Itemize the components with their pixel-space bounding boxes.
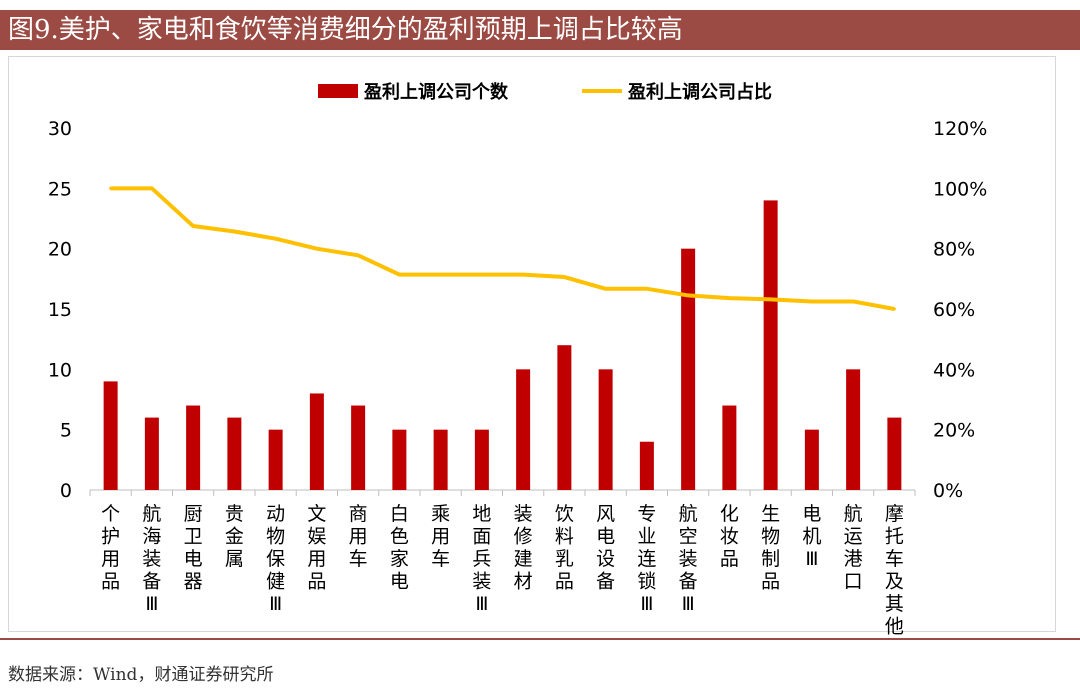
y-left-tick-label: 0 (60, 480, 72, 502)
source-note: 数据来源：Wind，财通证券研究所 (8, 665, 274, 685)
legend-swatch-bar (318, 84, 358, 98)
y-right-tick-label: 60% (933, 299, 975, 321)
y-right-tick-label: 0% (933, 480, 963, 502)
x-tick-label-5: 动物保健 Ⅲ (266, 503, 285, 615)
chart-frame (8, 56, 1056, 632)
bar-18 (804, 429, 819, 490)
line-point-6 (315, 247, 319, 251)
bar-15 (681, 248, 696, 490)
line-point-10 (480, 273, 484, 277)
line-point-13 (604, 287, 608, 291)
bar-4 (227, 417, 242, 490)
bar-17 (763, 200, 778, 490)
y-left-tick-label: 10 (48, 359, 72, 381)
x-tick-label-17: 生物制品 (761, 503, 780, 593)
y-left-tick-label: 20 (48, 239, 72, 261)
x-tick-label-7: 商用车 (349, 503, 368, 570)
y-right-tick-label: 120% (933, 118, 987, 140)
x-tick-label-8: 白色家电 (390, 503, 409, 593)
chart: 盈利上调公司个数 盈利上调公司占比 0 5 10 15 20 25 30 0% 20% 40% 60% 8… (48, 81, 988, 638)
x-tick-label-14: 专业连锁 Ⅲ (637, 503, 656, 615)
x-tick-label-10: 地面兵装 Ⅲ (472, 503, 491, 615)
bar-1 (103, 381, 118, 490)
x-tick-label-13: 风电设备 (596, 503, 615, 593)
y-left-tick-label: 25 (48, 178, 72, 200)
x-tick-label-16: 化妆品 (720, 503, 739, 570)
x-tick-label-2: 航海装备 Ⅲ (142, 503, 161, 615)
bar-10 (474, 429, 489, 490)
bar-2 (144, 417, 159, 490)
x-tick-label-1: 个护用品 (101, 503, 120, 593)
x-tick-label-4: 贵金属 (225, 503, 244, 570)
line-point-4 (232, 229, 236, 233)
x-tick-label-20: 摩托车及其他 (885, 503, 904, 638)
line-point-3 (191, 224, 195, 228)
x-tick-label-9: 乘用车 (431, 503, 450, 570)
bar-14 (639, 441, 654, 490)
line-point-16 (727, 296, 731, 300)
bar-9 (433, 429, 448, 490)
line-point-14 (645, 287, 649, 291)
bar-3 (186, 405, 201, 490)
line-point-12 (562, 275, 566, 279)
line-point-15 (686, 293, 690, 297)
bar-8 (392, 429, 407, 490)
x-tick-label-3: 厨卫电器 (184, 503, 203, 593)
bar-7 (351, 405, 366, 490)
bar-19 (846, 369, 861, 490)
y-left-tick-label: 5 (60, 420, 72, 442)
bar-6 (309, 393, 324, 490)
line-point-18 (810, 299, 814, 303)
x-tick-label-11: 装修建材 (514, 503, 533, 593)
line-point-17 (769, 297, 773, 301)
line-point-7 (356, 253, 360, 257)
bar-5 (268, 429, 283, 490)
y-left-tick-label: 30 (48, 118, 72, 140)
bar-20 (887, 417, 902, 490)
line-point-20 (892, 307, 896, 311)
line-point-2 (150, 186, 154, 190)
bar-12 (557, 345, 572, 490)
legend-label-2: 盈利上调公司占比 (627, 81, 772, 103)
line-point-9 (439, 273, 443, 277)
x-tick-label-12: 饮料乳品 (555, 503, 574, 593)
bar-11 (516, 369, 531, 490)
y-right-tick-label: 80% (933, 239, 975, 261)
line-point-1 (109, 186, 113, 190)
x-tick-label-6: 文娱用品 (307, 503, 326, 593)
page-title: 图9.美护、家电和食饮等消费细分的盈利预期上调占比较高 (0, 10, 1080, 50)
y-right-tick-label: 100% (933, 178, 987, 200)
line-point-11 (521, 273, 525, 277)
bar-16 (722, 405, 737, 490)
y-right-tick-label: 40% (933, 359, 975, 381)
y-left-tick-label: 15 (48, 299, 72, 321)
line-point-8 (397, 273, 401, 277)
x-tick-label-15: 航空装备 Ⅲ (679, 503, 698, 615)
y-right-tick-label: 20% (933, 420, 975, 442)
x-tick-label-19: 航运港口 (844, 503, 863, 593)
line-series (110, 186, 895, 311)
line-point-19 (851, 299, 855, 303)
legend-label-1: 盈利上调公司个数 (363, 81, 509, 103)
x-tick-label-18: 电机 Ⅲ (802, 503, 821, 570)
bar-13 (598, 369, 613, 490)
line-point-5 (274, 237, 278, 241)
footer-divider (0, 638, 1080, 640)
